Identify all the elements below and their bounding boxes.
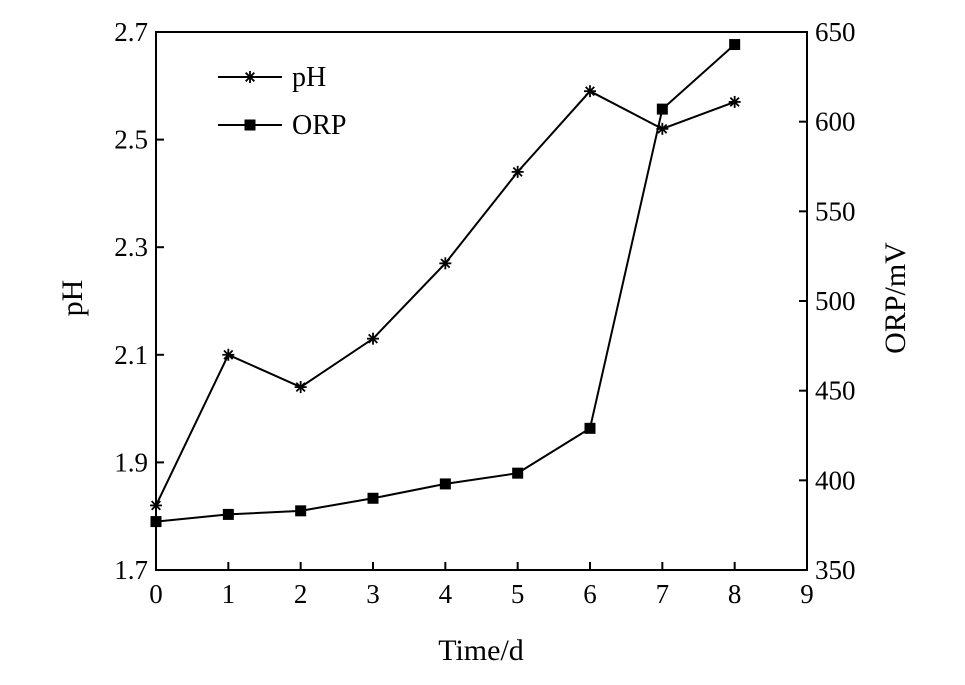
square-marker [439, 478, 451, 490]
asterisk-marker [511, 165, 524, 178]
square-marker [295, 505, 307, 517]
legend-orp-label: ORP [292, 110, 346, 141]
square-marker [512, 467, 524, 479]
plot-frame [155, 31, 808, 571]
y-left-tick-label: 2.5 [114, 125, 148, 155]
y-right-tick-label: 600 [815, 107, 856, 137]
x-tick-label: 8 [728, 579, 742, 609]
x-tick-label: 0 [149, 579, 163, 609]
square-marker [222, 508, 234, 520]
asterisk-marker [584, 85, 596, 98]
asterisk-marker [439, 257, 452, 270]
y-left-tick-label: 2.3 [114, 232, 148, 262]
y-left-tick-label: 1.9 [114, 447, 148, 477]
y-right-tick-label: 500 [815, 286, 856, 316]
legend-ph-marker [244, 71, 256, 83]
x-axis-title: Time/d [438, 634, 524, 667]
y-left-tick-label: 2.1 [114, 340, 148, 370]
asterisk-marker [728, 95, 741, 108]
y-axis-left: 1.7 1.9 2.1 2.3 2.5 2.7 [114, 17, 164, 585]
y-axis-left-title: pH [56, 280, 89, 317]
legend-item-ph: pH [218, 62, 326, 93]
asterisk-marker [294, 381, 307, 394]
series-line-ph [155, 89, 736, 506]
legend: pH ORP [218, 62, 346, 141]
square-marker [656, 103, 668, 115]
x-tick-label: 2 [294, 579, 308, 609]
x-tick-label: 6 [583, 579, 597, 609]
x-tick-label: 1 [222, 579, 236, 609]
asterisk-marker [244, 71, 256, 83]
x-tick-label: 5 [511, 579, 525, 609]
y-right-tick-label: 450 [815, 376, 856, 406]
square-marker [244, 119, 256, 131]
series-line-orp [155, 43, 736, 523]
series-orp [150, 39, 741, 528]
x-tick-label: 3 [366, 579, 380, 609]
y-right-tick-label: 400 [815, 465, 856, 495]
legend-item-orp: ORP [218, 110, 346, 141]
y-right-tick-label: 350 [815, 555, 856, 585]
asterisk-marker [150, 499, 162, 512]
x-tick-label: 9 [800, 579, 814, 609]
y-right-tick-label: 650 [815, 17, 856, 47]
y-left-tick-label: 1.7 [114, 555, 148, 585]
x-axis: 0 1 2 3 4 5 6 7 8 9 [149, 562, 814, 609]
square-marker [150, 516, 162, 528]
y-right-tick-label: 550 [815, 196, 856, 226]
legend-ph-label: pH [292, 62, 326, 93]
y-axis-right-title: ORP/mV [879, 242, 912, 354]
asterisk-marker [222, 348, 235, 361]
series-ph [150, 85, 741, 512]
legend-orp-marker [244, 119, 256, 131]
x-tick-label: 7 [656, 579, 670, 609]
series-layer [150, 39, 741, 528]
square-marker [367, 492, 379, 504]
asterisk-marker [367, 332, 379, 345]
square-marker [584, 422, 596, 434]
y-axis-right: 350 400 450 500 550 600 650 [799, 17, 856, 585]
y-left-tick-label: 2.7 [114, 17, 148, 47]
square-marker [729, 39, 741, 51]
x-tick-label: 4 [439, 579, 453, 609]
